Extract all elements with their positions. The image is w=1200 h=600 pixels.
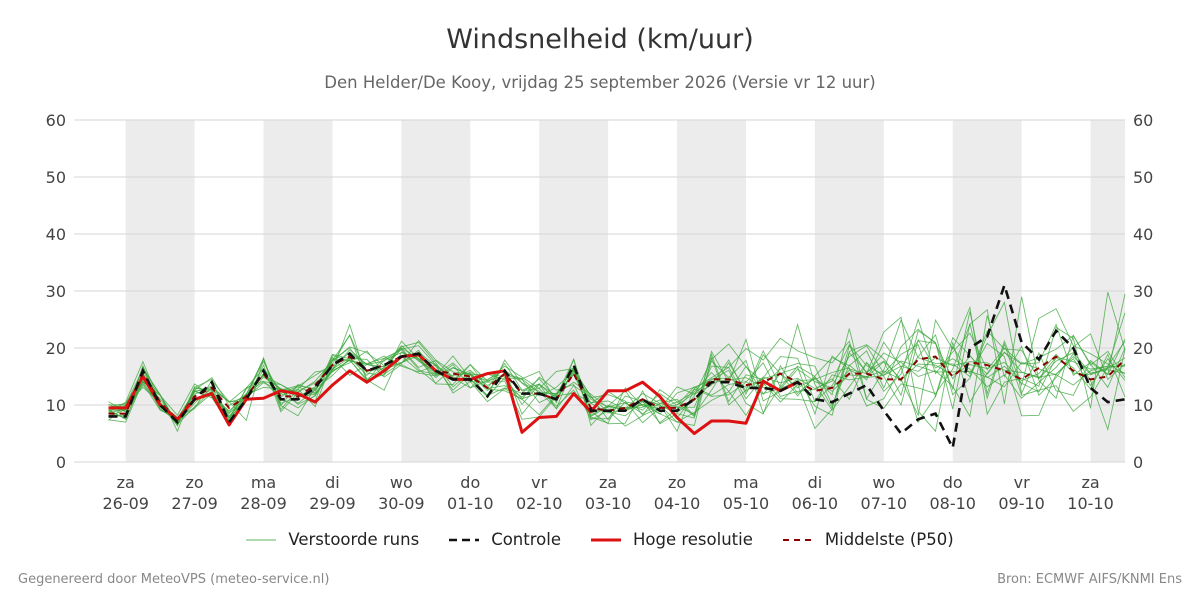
perturbed-run-line xyxy=(108,318,1126,426)
y-axis-left: 0 10 20 30 40 50 60 xyxy=(46,111,66,472)
main-series xyxy=(108,281,1126,452)
y-tick-label: 50 xyxy=(1133,168,1153,187)
x-tick-date: 10-10 xyxy=(1067,494,1114,513)
y-tick-label: 50 xyxy=(46,168,66,187)
legend-swatch-median xyxy=(782,538,813,541)
x-tick-date: 02-10 xyxy=(516,494,563,513)
perturbed-run-line xyxy=(108,312,1126,427)
x-tick-day: do xyxy=(943,473,963,492)
x-tick-day: zo xyxy=(668,473,686,492)
legend-item-median: Middelste (P50) xyxy=(782,530,954,549)
x-tick-date: 05-10 xyxy=(723,494,770,513)
x-tick-day: vr xyxy=(531,473,547,492)
y-tick-label: 10 xyxy=(1133,396,1153,415)
legend-swatch-control xyxy=(449,538,480,541)
control-line xyxy=(108,281,1126,452)
legend-item-highres: Hoge resolutie xyxy=(590,530,753,549)
legend-item-perturbed: Verstoorde runs xyxy=(246,530,419,549)
y-tick-label: 40 xyxy=(46,225,66,244)
x-tick-day: za xyxy=(1081,473,1099,492)
y-tick-label: 40 xyxy=(1133,225,1153,244)
legend-item-control: Controle xyxy=(449,530,561,549)
x-tick-date: 27-09 xyxy=(171,494,218,513)
x-tick-date: 30-09 xyxy=(378,494,425,513)
x-tick-date: 28-09 xyxy=(240,494,287,513)
x-tick-day: ma xyxy=(251,473,276,492)
x-tick-date: 26-09 xyxy=(102,494,149,513)
y-tick-label: 60 xyxy=(1133,111,1153,130)
x-tick-date: 06-10 xyxy=(792,494,839,513)
y-tick-label: 20 xyxy=(46,339,66,358)
x-tick-date: 03-10 xyxy=(585,494,632,513)
x-axis: za 26-09 zo 27-09 ma 28-09 di 29-09 wo 30-09 do 01-… xyxy=(102,473,1113,513)
x-tick-day: wo xyxy=(872,473,895,492)
x-tick-day: ma xyxy=(733,473,758,492)
perturbed-run-line xyxy=(108,315,1126,432)
legend-label-control: Controle xyxy=(491,530,561,549)
y-tick-label: 10 xyxy=(46,396,66,415)
footer-generated-by: Gegenereerd door MeteoVPS (meteo-service… xyxy=(18,572,330,587)
x-tick-day: do xyxy=(460,473,480,492)
y-tick-label: 20 xyxy=(1133,339,1153,358)
y-tick-label: 0 xyxy=(1133,453,1143,472)
y-tick-label: 30 xyxy=(46,282,66,301)
y-axis-right: 0 10 20 30 40 50 60 xyxy=(1133,111,1153,472)
y-tick-label: 30 xyxy=(1133,282,1153,301)
grid-lines xyxy=(74,119,1125,463)
x-tick-day: wo xyxy=(390,473,413,492)
y-tick-label: 0 xyxy=(56,453,66,472)
y-tick-label: 60 xyxy=(46,111,66,130)
x-tick-day: zo xyxy=(186,473,204,492)
x-tick-date: 04-10 xyxy=(654,494,701,513)
legend-label-median: Middelste (P50) xyxy=(824,530,954,549)
footer-source: Bron: ECMWF AIFS/KNMI Ens xyxy=(997,572,1182,587)
x-tick-day: di xyxy=(325,473,340,492)
x-tick-day: za xyxy=(117,473,135,492)
x-tick-date: 07-10 xyxy=(861,494,908,513)
x-tick-day: vr xyxy=(1014,473,1030,492)
x-tick-date: 09-10 xyxy=(998,494,1045,513)
chart-subtitle: Den Helder/De Kooy, vrijdag 25 september… xyxy=(324,73,876,92)
legend-label-highres: Hoge resolutie xyxy=(632,530,753,549)
x-tick-date: 08-10 xyxy=(929,494,976,513)
perturbed-run-line xyxy=(108,343,1125,425)
legend-swatch-highres xyxy=(590,538,621,541)
perturbed-run-line xyxy=(108,322,1126,425)
x-tick-date: 01-10 xyxy=(447,494,494,513)
legend-swatch-perturbed xyxy=(246,539,277,540)
x-tick-day: di xyxy=(808,473,823,492)
legend-label-perturbed: Verstoorde runs xyxy=(288,530,420,549)
x-tick-date: 29-09 xyxy=(309,494,356,513)
x-tick-day: za xyxy=(599,473,617,492)
perturbed-run-line xyxy=(108,308,1126,427)
legend: Verstoorde runs Controle Hoge resolutie … xyxy=(0,530,1200,549)
chart-title: Windsnelheid (km/uur) xyxy=(446,24,754,55)
